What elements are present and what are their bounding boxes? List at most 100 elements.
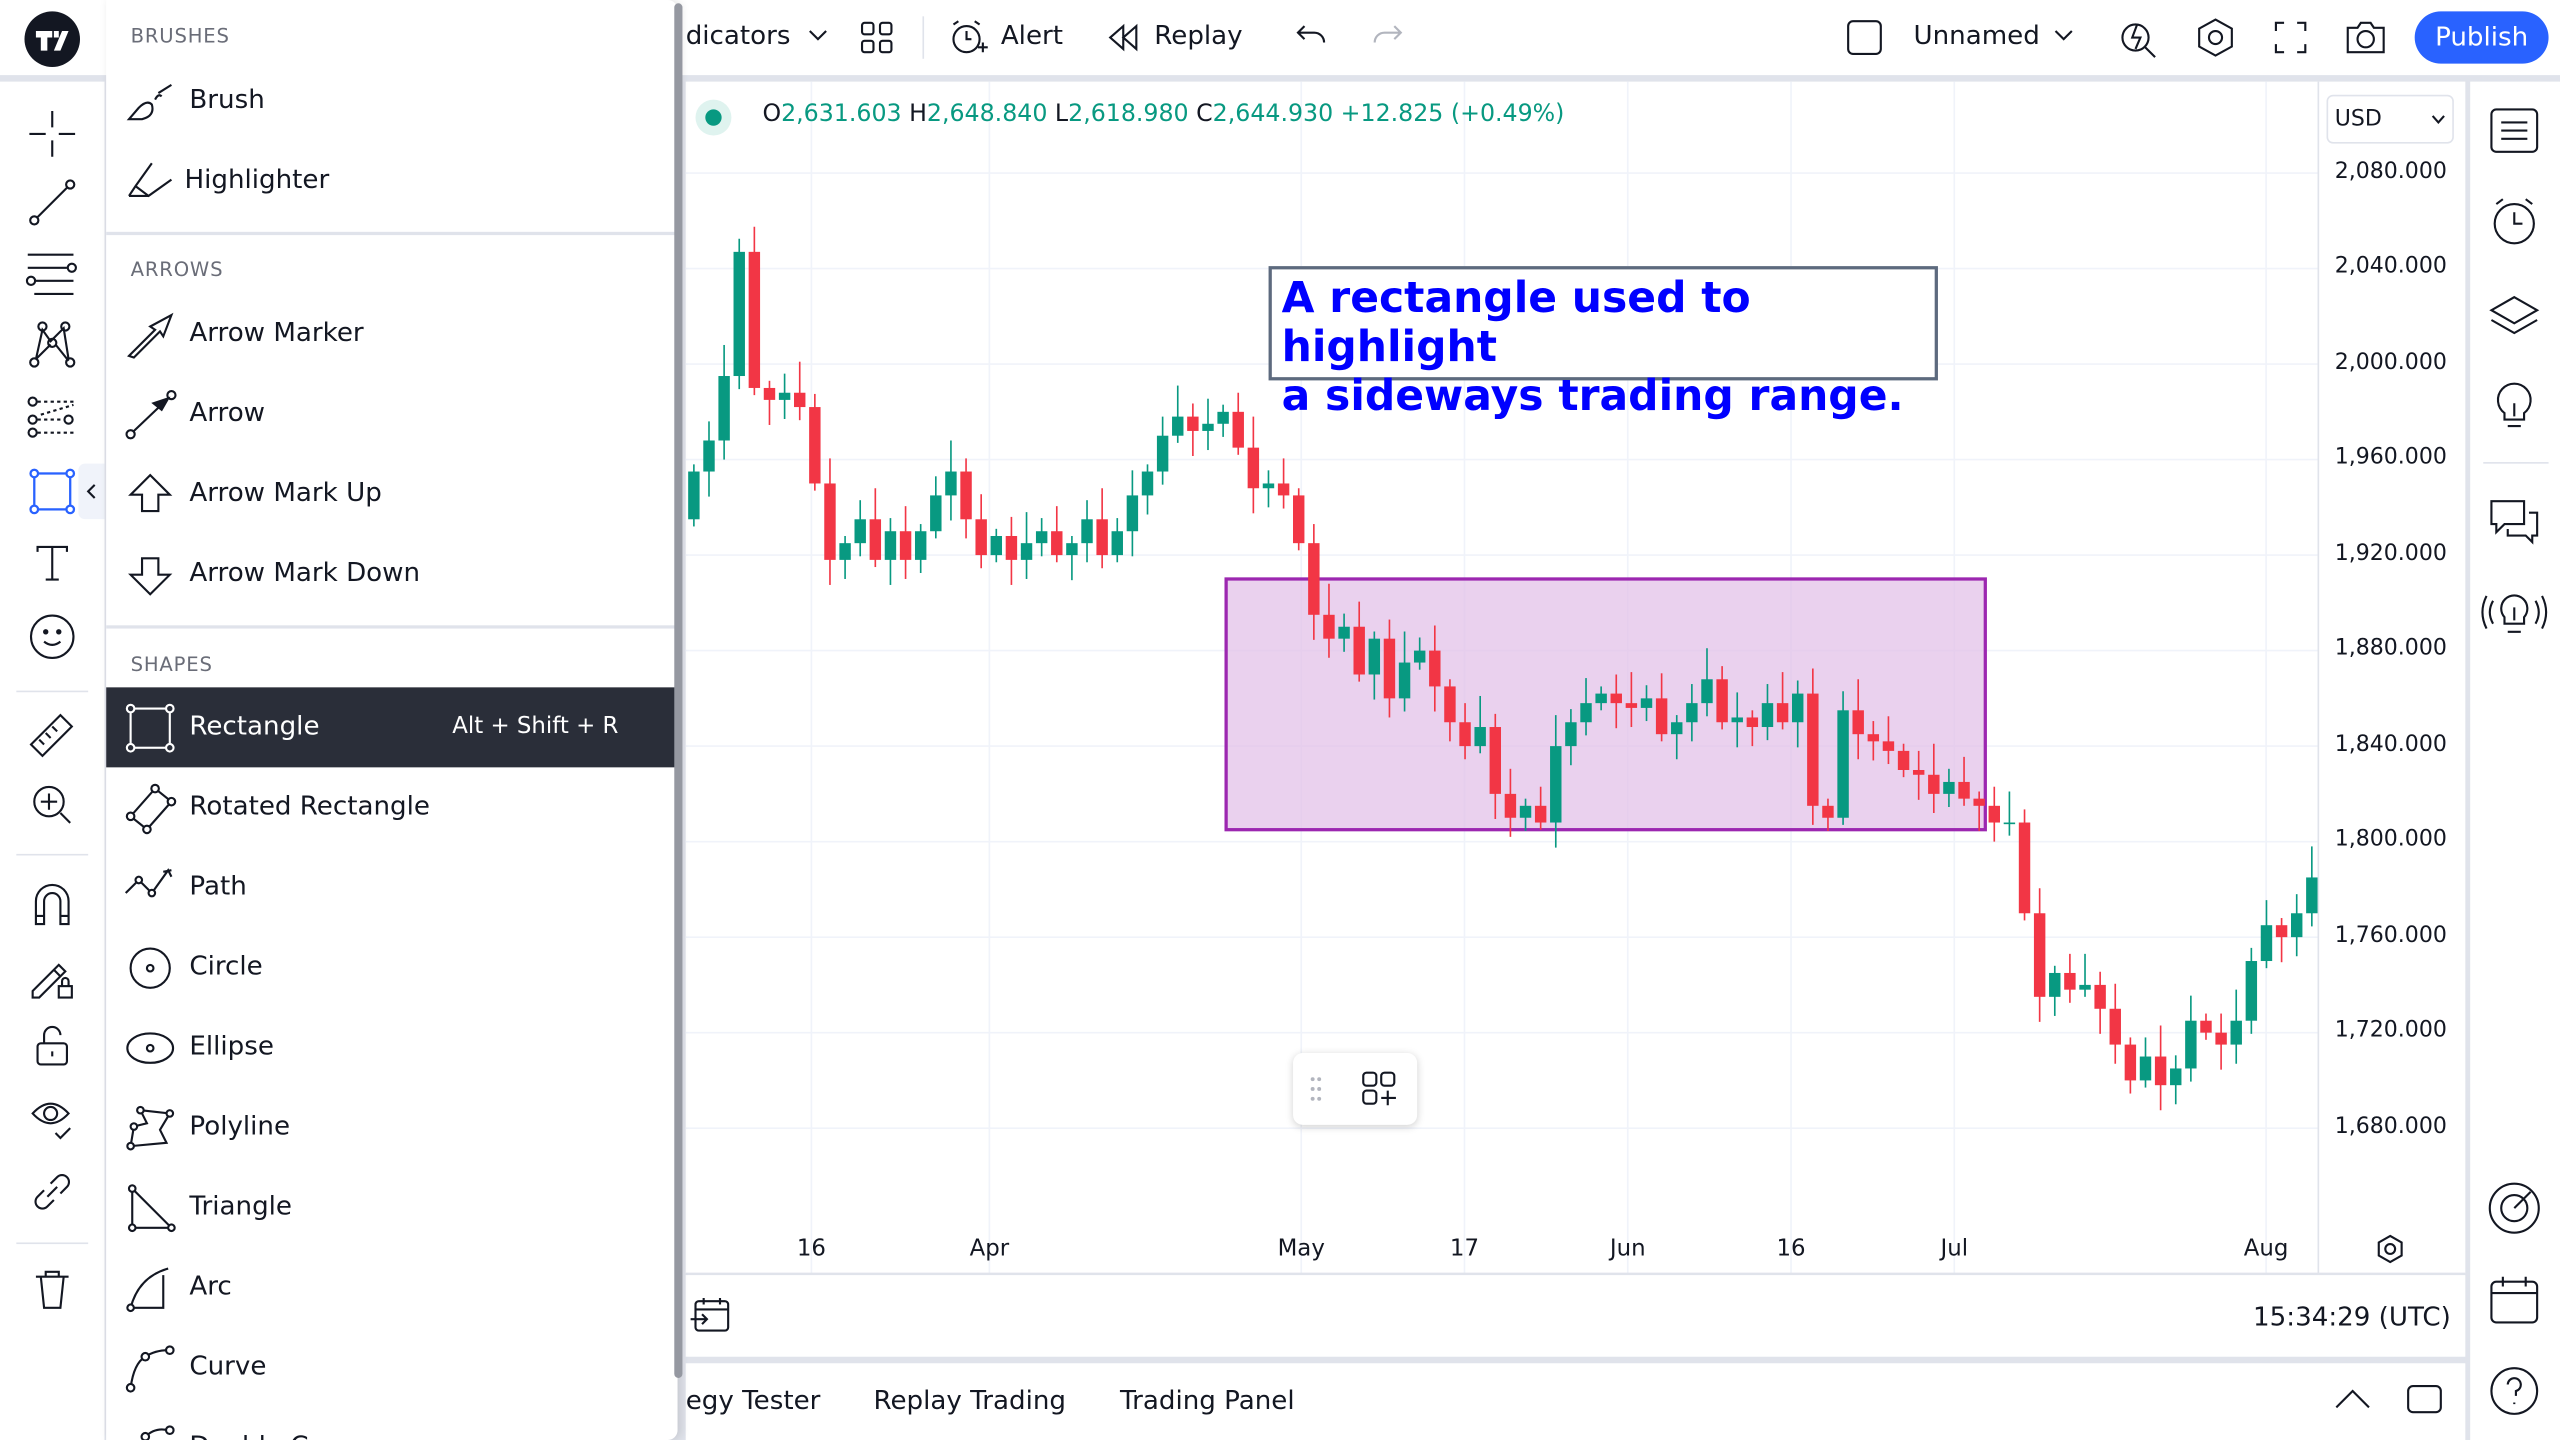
menu-item-label: Rectangle: [189, 710, 320, 742]
menu-item-path[interactable]: Path: [106, 847, 676, 927]
alerts-clock-icon[interactable]: [2490, 198, 2539, 247]
menu-item-brush[interactable]: Brush: [106, 60, 676, 140]
chevron-down-icon: [2431, 115, 2445, 125]
ideas-lightbulb-icon[interactable]: [2495, 380, 2534, 429]
price-label: 1,720.000: [2334, 1017, 2447, 1044]
menu-item-curve[interactable]: Curve: [106, 1327, 676, 1407]
currency-select[interactable]: USD: [2326, 94, 2454, 144]
layers-icon[interactable]: [2488, 294, 2540, 336]
trash-icon[interactable]: [34, 1269, 70, 1311]
menu-item-rectangle[interactable]: Rectangle Alt + Shift + R: [106, 687, 676, 768]
menu-scrollbar[interactable]: [674, 3, 683, 1378]
menu-item-arrow-mark-down[interactable]: Arrow Mark Down: [106, 534, 676, 614]
broadcast-lightbulb-icon[interactable]: [2481, 588, 2548, 637]
chat-icon[interactable]: [2488, 498, 2540, 547]
menu-item-label: Curve: [189, 1350, 267, 1382]
replay-button[interactable]: Replay: [1154, 19, 1243, 51]
pattern-icon[interactable]: [29, 321, 76, 368]
chevron-down-icon[interactable]: [2054, 29, 2074, 42]
menu-item-label: Ellipse: [189, 1030, 274, 1062]
add-favorite-tools-icon[interactable]: [1362, 1071, 1398, 1107]
menu-item-arrow-marker[interactable]: Arrow Marker: [106, 294, 676, 374]
expand-toggle[interactable]: [78, 463, 105, 520]
menu-item-rotated-rectangle[interactable]: Rotated Rectangle: [106, 767, 676, 847]
maximize-panel-icon[interactable]: [2407, 1384, 2443, 1414]
price-label: 1,680.000: [2334, 1113, 2447, 1140]
eye-icon[interactable]: [29, 1097, 75, 1140]
alert-button[interactable]: Alert: [1000, 19, 1064, 51]
emoji-icon[interactable]: [28, 612, 77, 661]
calendar-icon[interactable]: [2490, 1275, 2539, 1324]
indicators-button[interactable]: dicators: [685, 19, 791, 51]
high-value: 2,648.840: [926, 101, 1048, 128]
drag-handle-icon[interactable]: [1309, 1076, 1322, 1102]
menu-item-ellipse[interactable]: Ellipse: [106, 1007, 676, 1087]
keyboard-shortcut: Alt + Shift + R: [452, 713, 619, 740]
text-annotation[interactable]: A rectangle used to highlight a sideways…: [1268, 266, 1938, 421]
forecasting-icon[interactable]: [27, 396, 77, 443]
chart-pane[interactable]: [685, 81, 2466, 1274]
tab-strategy-tester[interactable]: egy Tester: [685, 1384, 821, 1416]
menu-item-circle[interactable]: Circle: [106, 927, 676, 1007]
zoom-in-icon[interactable]: [31, 784, 73, 826]
chevron-down-icon[interactable]: [808, 29, 828, 42]
menu-item-label: Arrow Mark Down: [189, 556, 421, 588]
time-tick-label: 17: [1449, 1235, 1480, 1263]
arrow-up-icon: [128, 473, 173, 513]
lock-icon[interactable]: [34, 1025, 70, 1067]
rectangle-tool-icon[interactable]: [29, 468, 76, 515]
chevron-up-icon[interactable]: [2335, 1389, 2371, 1409]
text-tool-icon[interactable]: [36, 545, 69, 581]
annotation-line: a sideways trading range.: [1281, 372, 1904, 422]
clock-readout[interactable]: 15:34:29 (UTC): [2253, 1301, 2451, 1333]
menu-item-arrow[interactable]: Arrow: [106, 374, 676, 454]
menu-item-arc[interactable]: Arc: [106, 1247, 676, 1327]
menu-item-polyline[interactable]: Polyline: [106, 1087, 676, 1167]
layout-square-icon[interactable]: [1847, 20, 1883, 56]
camera-icon[interactable]: [2344, 20, 2386, 56]
go-to-date-icon[interactable]: [690, 1296, 730, 1332]
undo-icon[interactable]: [1295, 23, 1328, 49]
highlighter-icon: [128, 162, 173, 198]
publish-button[interactable]: Publish: [2414, 11, 2549, 64]
chart-settings-icon[interactable]: [2376, 1234, 2405, 1264]
price-label: 1,760.000: [2334, 922, 2447, 949]
rewind-icon[interactable]: [1107, 23, 1140, 52]
menu-item-label: Brush: [189, 83, 265, 115]
tradingview-logo[interactable]: [23, 10, 82, 69]
trend-line-icon[interactable]: [29, 179, 76, 226]
path-icon: [124, 868, 173, 898]
market-status-indicator[interactable]: [695, 99, 732, 136]
menu-item-double-curve[interactable]: Double Curve: [106, 1407, 676, 1440]
menu-item-triangle[interactable]: Triangle: [106, 1167, 676, 1247]
high-key: H: [909, 101, 927, 128]
fib-retracement-icon[interactable]: [25, 251, 77, 297]
redo-icon[interactable]: [1371, 23, 1404, 49]
layout-name-button[interactable]: Unnamed: [1913, 19, 2040, 51]
floating-drawing-toolbar[interactable]: [1293, 1053, 1418, 1125]
double-curve-icon: [140, 1425, 175, 1440]
quick-search-icon[interactable]: [2119, 18, 2158, 58]
help-icon[interactable]: [2488, 1365, 2540, 1417]
stay-in-drawing-mode-icon[interactable]: [29, 955, 75, 1001]
watchlist-icon[interactable]: [2490, 108, 2539, 154]
section-header-brushes: BRUSHES: [130, 24, 230, 48]
divider: [106, 231, 676, 236]
chevron-left-icon[interactable]: [86, 484, 97, 499]
settings-gear-icon[interactable]: [2196, 18, 2235, 57]
alarm-clock-icon[interactable]: [949, 18, 988, 57]
menu-item-arrow-mark-up[interactable]: Arrow Mark Up: [106, 454, 676, 534]
target-icon[interactable]: [2487, 1180, 2543, 1236]
fullscreen-icon[interactable]: [2274, 21, 2307, 54]
change-value: +12.825 (+0.49%): [1340, 101, 1565, 128]
magnet-icon[interactable]: [31, 882, 73, 928]
ruler-icon[interactable]: [28, 712, 77, 758]
menu-item-highlighter[interactable]: Highlighter: [106, 140, 676, 220]
layouts-grid-icon[interactable]: [860, 21, 893, 54]
link-icon[interactable]: [31, 1171, 73, 1213]
crosshair-icon[interactable]: [29, 111, 76, 157]
tab-replay-trading[interactable]: Replay Trading: [873, 1384, 1066, 1416]
tab-trading-panel[interactable]: Trading Panel: [1119, 1384, 1295, 1416]
divider: [16, 690, 89, 693]
